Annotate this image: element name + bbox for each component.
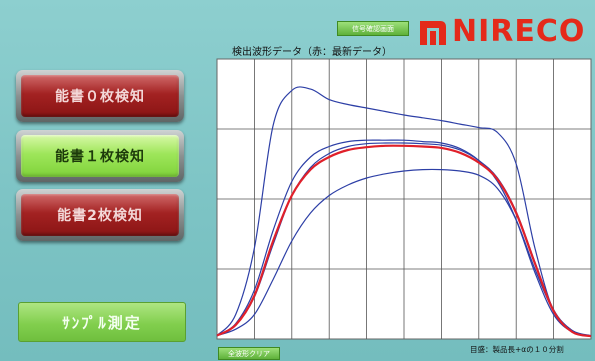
brand-name: NIRECO <box>452 14 586 49</box>
waveform-line-2 <box>216 139 592 337</box>
latest-waveform-line <box>216 144 592 338</box>
label-1-detect-label: 能書１枚検知 <box>21 135 179 177</box>
nireco-logo-icon <box>418 17 448 47</box>
label-1-detect-button[interactable]: 能書１枚検知 <box>16 130 184 182</box>
waveform-chart <box>216 58 592 340</box>
clear-all-waveforms-button[interactable]: 全波形クリア <box>218 347 280 360</box>
label-0-detect-label: 能書０枚検知 <box>21 75 179 117</box>
sample-measure-button[interactable]: ｻﾝﾌﾟﾙ測定 <box>18 302 186 342</box>
label-2-detect-label: 能書2枚検知 <box>21 194 179 236</box>
waveform-line-4 <box>216 168 592 337</box>
waveform-chart-svg <box>216 58 592 340</box>
chart-title: 検出波形データ（赤：最新データ） <box>232 47 392 58</box>
label-2-detect-button[interactable]: 能書2枚検知 <box>16 189 184 241</box>
signal-check-button[interactable]: 信号確認画面 <box>337 21 409 36</box>
label-0-detect-button[interactable]: 能書０枚検知 <box>16 70 184 122</box>
waveform-line-1 <box>216 86 592 337</box>
scale-note: 目盛：製品長+αの１０分割 <box>470 345 564 354</box>
brand-logo: NIRECO <box>418 12 590 52</box>
